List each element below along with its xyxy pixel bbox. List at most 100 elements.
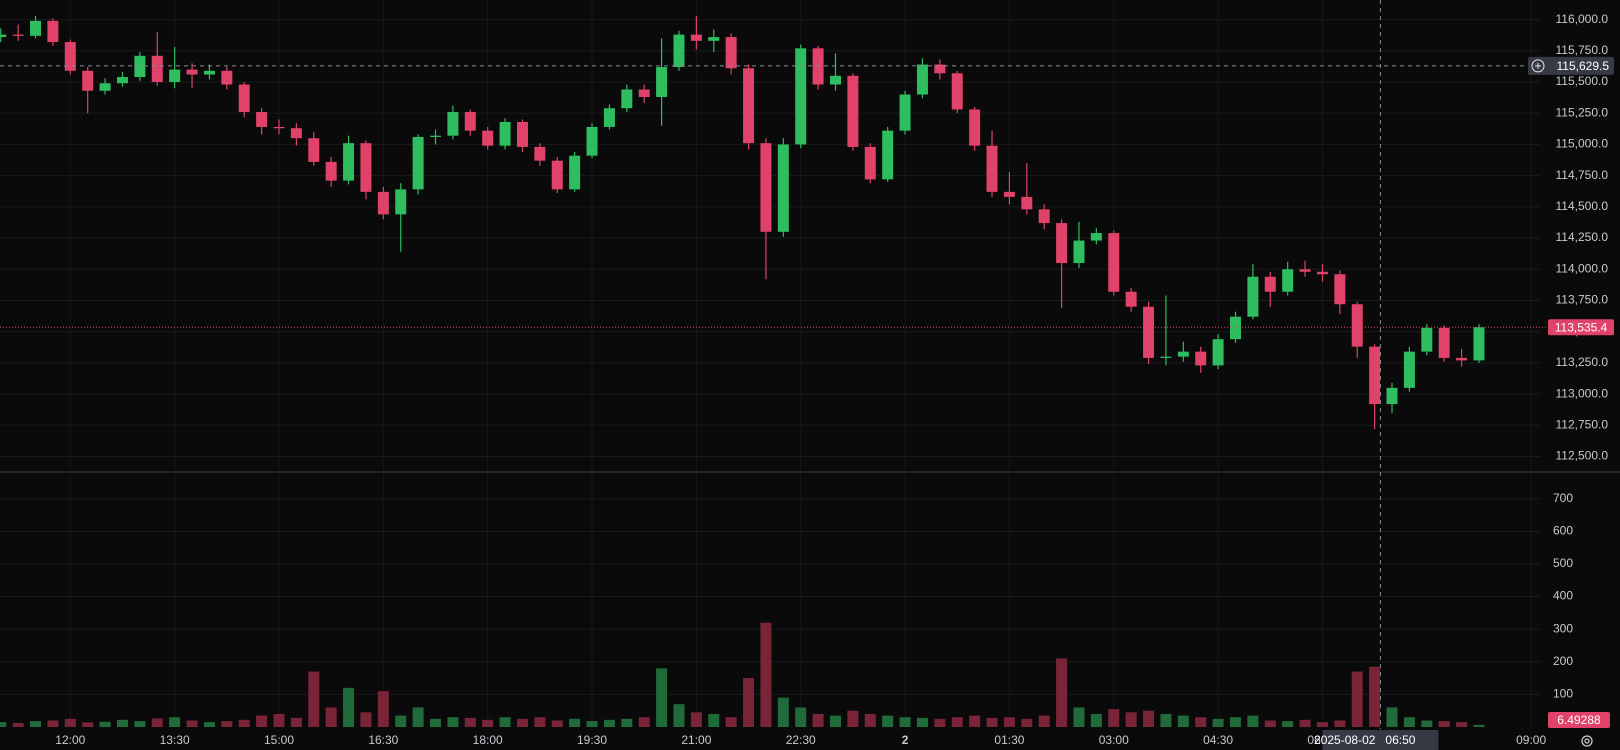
- candle-body: [1264, 276, 1276, 292]
- volume-tick-label: 600: [1553, 524, 1573, 538]
- candle-body: [47, 20, 59, 43]
- x-tick-label: 16:30: [368, 733, 398, 747]
- candle-body: [221, 70, 233, 85]
- y-tick-label: 114,500.0: [1556, 199, 1609, 213]
- x-tick-label: 13:30: [160, 733, 190, 747]
- crosshair-time-box: [1322, 730, 1439, 750]
- candle-body: [1038, 209, 1050, 224]
- y-tick-label: 114,000.0: [1556, 261, 1609, 275]
- candle-body: [882, 130, 894, 180]
- candle-body: [916, 64, 928, 95]
- volume-bar: [1299, 719, 1311, 727]
- candle-body: [1143, 306, 1155, 358]
- candle-body: [0, 34, 7, 38]
- candle-body: [986, 145, 998, 192]
- candle-body: [1282, 269, 1294, 292]
- volume-bar: [308, 671, 320, 727]
- volume-bar: [412, 707, 424, 727]
- volume-pane: [0, 622, 1485, 727]
- candle-body: [656, 67, 668, 97]
- candle-body: [586, 126, 598, 156]
- volume-bar: [203, 722, 215, 727]
- volume-bar: [186, 720, 198, 727]
- candle-body: [447, 111, 459, 136]
- settings-icon[interactable]: [1581, 735, 1593, 747]
- candle-body: [1351, 304, 1363, 347]
- y-tick-label: 113,250.0: [1556, 355, 1609, 369]
- candle-body: [1334, 274, 1346, 305]
- add-plus: [1535, 62, 1541, 69]
- candle-body: [1438, 327, 1450, 358]
- candle-body: [290, 128, 302, 139]
- volume-bar: [360, 712, 372, 727]
- volume-bar: [1229, 717, 1241, 727]
- volume-bar: [1351, 671, 1363, 727]
- candle-body: [1090, 233, 1102, 241]
- volume-bar: [256, 715, 268, 727]
- y-tick-label: 112,500.0: [1556, 449, 1609, 463]
- volume-bar: [830, 715, 842, 727]
- candle-body: [134, 55, 146, 78]
- volume-bar: [916, 717, 928, 727]
- last-volume-label: 6.49288: [1557, 713, 1601, 727]
- volume-bar: [47, 720, 59, 727]
- crosshair-add-button[interactable]: [1531, 59, 1545, 73]
- volume-bar: [273, 713, 285, 727]
- x-tick-label: 12:00: [55, 733, 85, 747]
- candle-body: [708, 37, 720, 41]
- candle-body: [186, 69, 198, 75]
- y-tick-label: 115,750.0: [1556, 43, 1609, 57]
- x-tick-label: 09:00: [1516, 733, 1546, 747]
- volume-bar: [1473, 724, 1485, 727]
- candle-body: [1108, 233, 1120, 292]
- x-tick-label: 15:00: [264, 733, 294, 747]
- x-tick-label: 22:30: [786, 733, 816, 747]
- volume-bar: [1021, 718, 1033, 727]
- candle-body: [499, 121, 511, 146]
- volume-bar: [638, 717, 650, 727]
- x-tick-label: 19:30: [577, 733, 607, 747]
- volume-bar: [1403, 717, 1415, 727]
- volume-bar: [221, 721, 233, 727]
- candle-body: [638, 89, 650, 97]
- candle-body: [238, 84, 250, 112]
- volume-bar: [603, 719, 615, 727]
- candle-body: [1456, 357, 1468, 361]
- candle-body: [273, 126, 285, 129]
- candle-body: [969, 109, 981, 146]
- x-tick-label: 03:00: [1099, 733, 1129, 747]
- volume-bar: [151, 718, 163, 727]
- volume-bar: [1369, 666, 1381, 727]
- candle-body: [412, 136, 424, 190]
- candle-body: [690, 34, 702, 41]
- volume-bar: [899, 717, 911, 727]
- volume-bar: [116, 719, 128, 727]
- volume-bar: [743, 678, 755, 727]
- candle-body: [1125, 291, 1137, 307]
- add-circle: [1531, 59, 1545, 73]
- candle-body: [1229, 316, 1241, 340]
- volume-bar: [12, 723, 24, 727]
- volume-bar: [516, 718, 528, 727]
- candle-body: [516, 121, 528, 147]
- volume-bar: [482, 719, 494, 727]
- volume-bar: [82, 722, 94, 727]
- candle-body: [1316, 271, 1328, 275]
- volume-bar: [1108, 709, 1120, 727]
- candle-body: [1212, 339, 1224, 366]
- candle-body: [830, 75, 842, 85]
- y-tick-label: 115,250.0: [1556, 105, 1609, 119]
- volume-bar: [569, 718, 581, 727]
- volume-bar: [30, 721, 42, 727]
- candle-body: [1177, 351, 1189, 357]
- volume-bar: [777, 697, 789, 727]
- volume-bar: [343, 687, 355, 727]
- candle-body: [1421, 327, 1433, 352]
- volume-bar: [464, 717, 476, 727]
- y-tick-label: 115,000.0: [1556, 137, 1609, 151]
- volume-bar: [377, 691, 389, 727]
- y-tick-label: 114,250.0: [1556, 230, 1609, 244]
- candle-body: [934, 64, 946, 74]
- volume-bar: [1282, 721, 1294, 727]
